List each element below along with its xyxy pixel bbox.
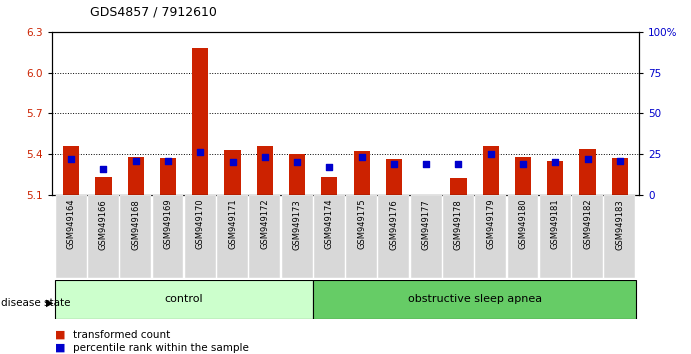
Text: GDS4857 / 7912610: GDS4857 / 7912610 [90,5,217,18]
Point [582,156,593,162]
Bar [314,195,345,278]
Bar [451,178,466,195]
Text: disease state: disease state [1,298,70,308]
Point [227,159,238,165]
Point [292,159,303,165]
Bar [580,149,596,195]
Bar [386,159,402,195]
Text: ▶: ▶ [46,298,54,308]
Text: GSM949179: GSM949179 [486,199,495,250]
Point [66,156,77,162]
Point [421,161,432,167]
Bar [95,177,111,195]
Text: percentile rank within the sample: percentile rank within the sample [73,343,249,353]
Point [388,161,399,167]
Text: GSM949170: GSM949170 [196,199,205,250]
Text: ■: ■ [55,330,66,339]
Bar [56,195,86,278]
Bar [612,158,628,195]
Text: control: control [165,294,203,304]
Text: transformed count: transformed count [73,330,170,339]
Bar [55,280,313,319]
Bar [217,195,248,278]
Text: ■: ■ [55,343,66,353]
Text: GSM949174: GSM949174 [325,199,334,250]
Bar [128,157,144,195]
Bar [346,195,377,278]
Text: GSM949166: GSM949166 [99,199,108,250]
Bar [282,195,312,278]
Text: GSM949176: GSM949176 [390,199,399,250]
Bar [153,195,184,278]
Point [130,158,141,163]
Text: GSM949182: GSM949182 [583,199,592,250]
Point [195,149,206,155]
Bar [225,150,240,195]
Bar [257,146,273,195]
Bar [321,177,337,195]
Text: GSM949180: GSM949180 [518,199,527,250]
Bar [475,195,507,278]
Text: GSM949168: GSM949168 [131,199,140,250]
Bar [313,280,636,319]
Text: GSM949169: GSM949169 [164,199,173,250]
Bar [515,157,531,195]
Point [162,158,173,163]
Bar [63,146,79,195]
Bar [184,195,216,278]
Text: GSM949177: GSM949177 [422,199,430,250]
Point [518,161,529,167]
Bar [482,146,499,195]
Bar [289,154,305,195]
Text: GSM949181: GSM949181 [551,199,560,250]
Point [453,161,464,167]
Bar [120,195,151,278]
Bar [192,48,209,195]
Text: GSM949175: GSM949175 [357,199,366,250]
Bar [572,195,603,278]
Point [614,158,625,163]
Text: GSM949178: GSM949178 [454,199,463,250]
Bar [540,195,571,278]
Bar [249,195,281,278]
Bar [160,158,176,195]
Point [485,151,496,157]
Text: GSM949164: GSM949164 [67,199,76,250]
Text: GSM949183: GSM949183 [615,199,624,250]
Bar [547,161,563,195]
Point [98,166,109,171]
Bar [88,195,119,278]
Bar [443,195,474,278]
Text: GSM949173: GSM949173 [292,199,301,250]
Text: obstructive sleep apnea: obstructive sleep apnea [408,294,542,304]
Point [550,159,561,165]
Text: GSM949171: GSM949171 [228,199,237,250]
Point [356,154,367,160]
Bar [354,151,370,195]
Bar [379,195,409,278]
Point [259,154,270,160]
Bar [507,195,538,278]
Bar [410,195,442,278]
Point [324,164,335,170]
Bar [605,195,635,278]
Text: GSM949172: GSM949172 [261,199,269,250]
